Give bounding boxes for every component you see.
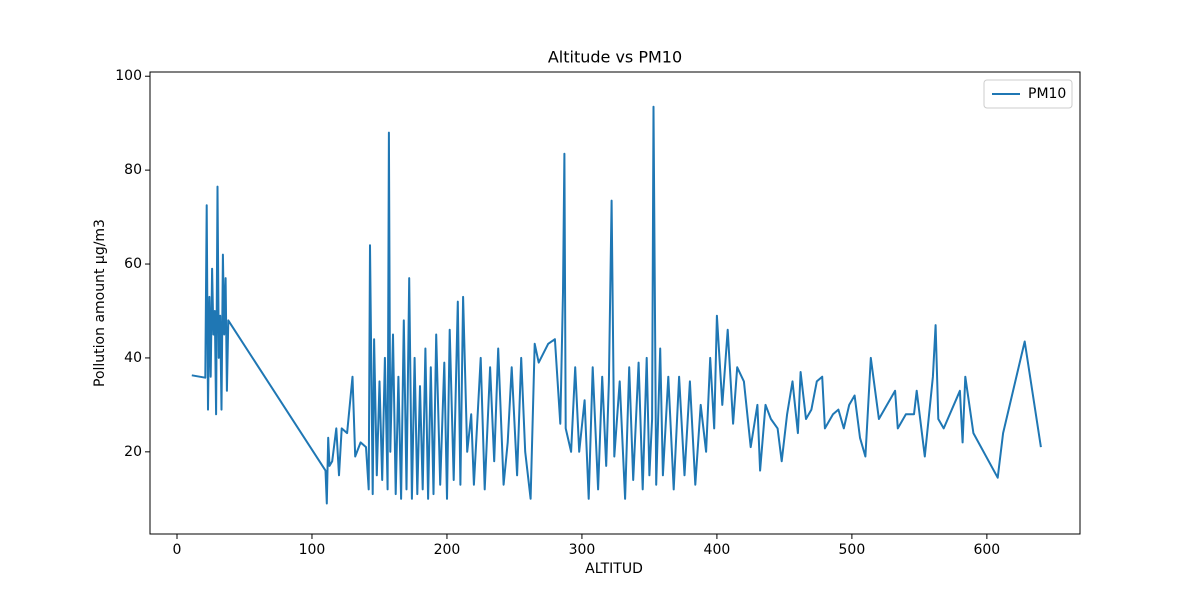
data-line xyxy=(191,105,1042,505)
x-tick-label: 500 xyxy=(839,542,866,558)
y-tick-label: 80 xyxy=(124,162,142,178)
x-tick-label: 0 xyxy=(173,542,182,558)
x-tick-label: 300 xyxy=(569,542,596,558)
legend-box xyxy=(983,79,1073,109)
plot-frame xyxy=(149,71,1081,535)
y-tick-label: 40 xyxy=(124,350,142,366)
y-tick-label: 100 xyxy=(115,68,142,84)
legend-label: PM10 xyxy=(1028,86,1066,102)
x-axis-label: ALTITUD xyxy=(585,561,643,577)
y-tick-label: 20 xyxy=(124,444,142,460)
x-tick-label: 600 xyxy=(973,542,1000,558)
y-axis-label: Pollution amount µg/m3 xyxy=(92,219,108,387)
x-tick-label: 200 xyxy=(434,542,461,558)
x-tick-label: 400 xyxy=(704,542,731,558)
y-tick-label: 60 xyxy=(124,256,142,272)
chart-title: Altitude vs PM10 xyxy=(548,48,682,67)
x-tick-label: 100 xyxy=(299,542,326,558)
